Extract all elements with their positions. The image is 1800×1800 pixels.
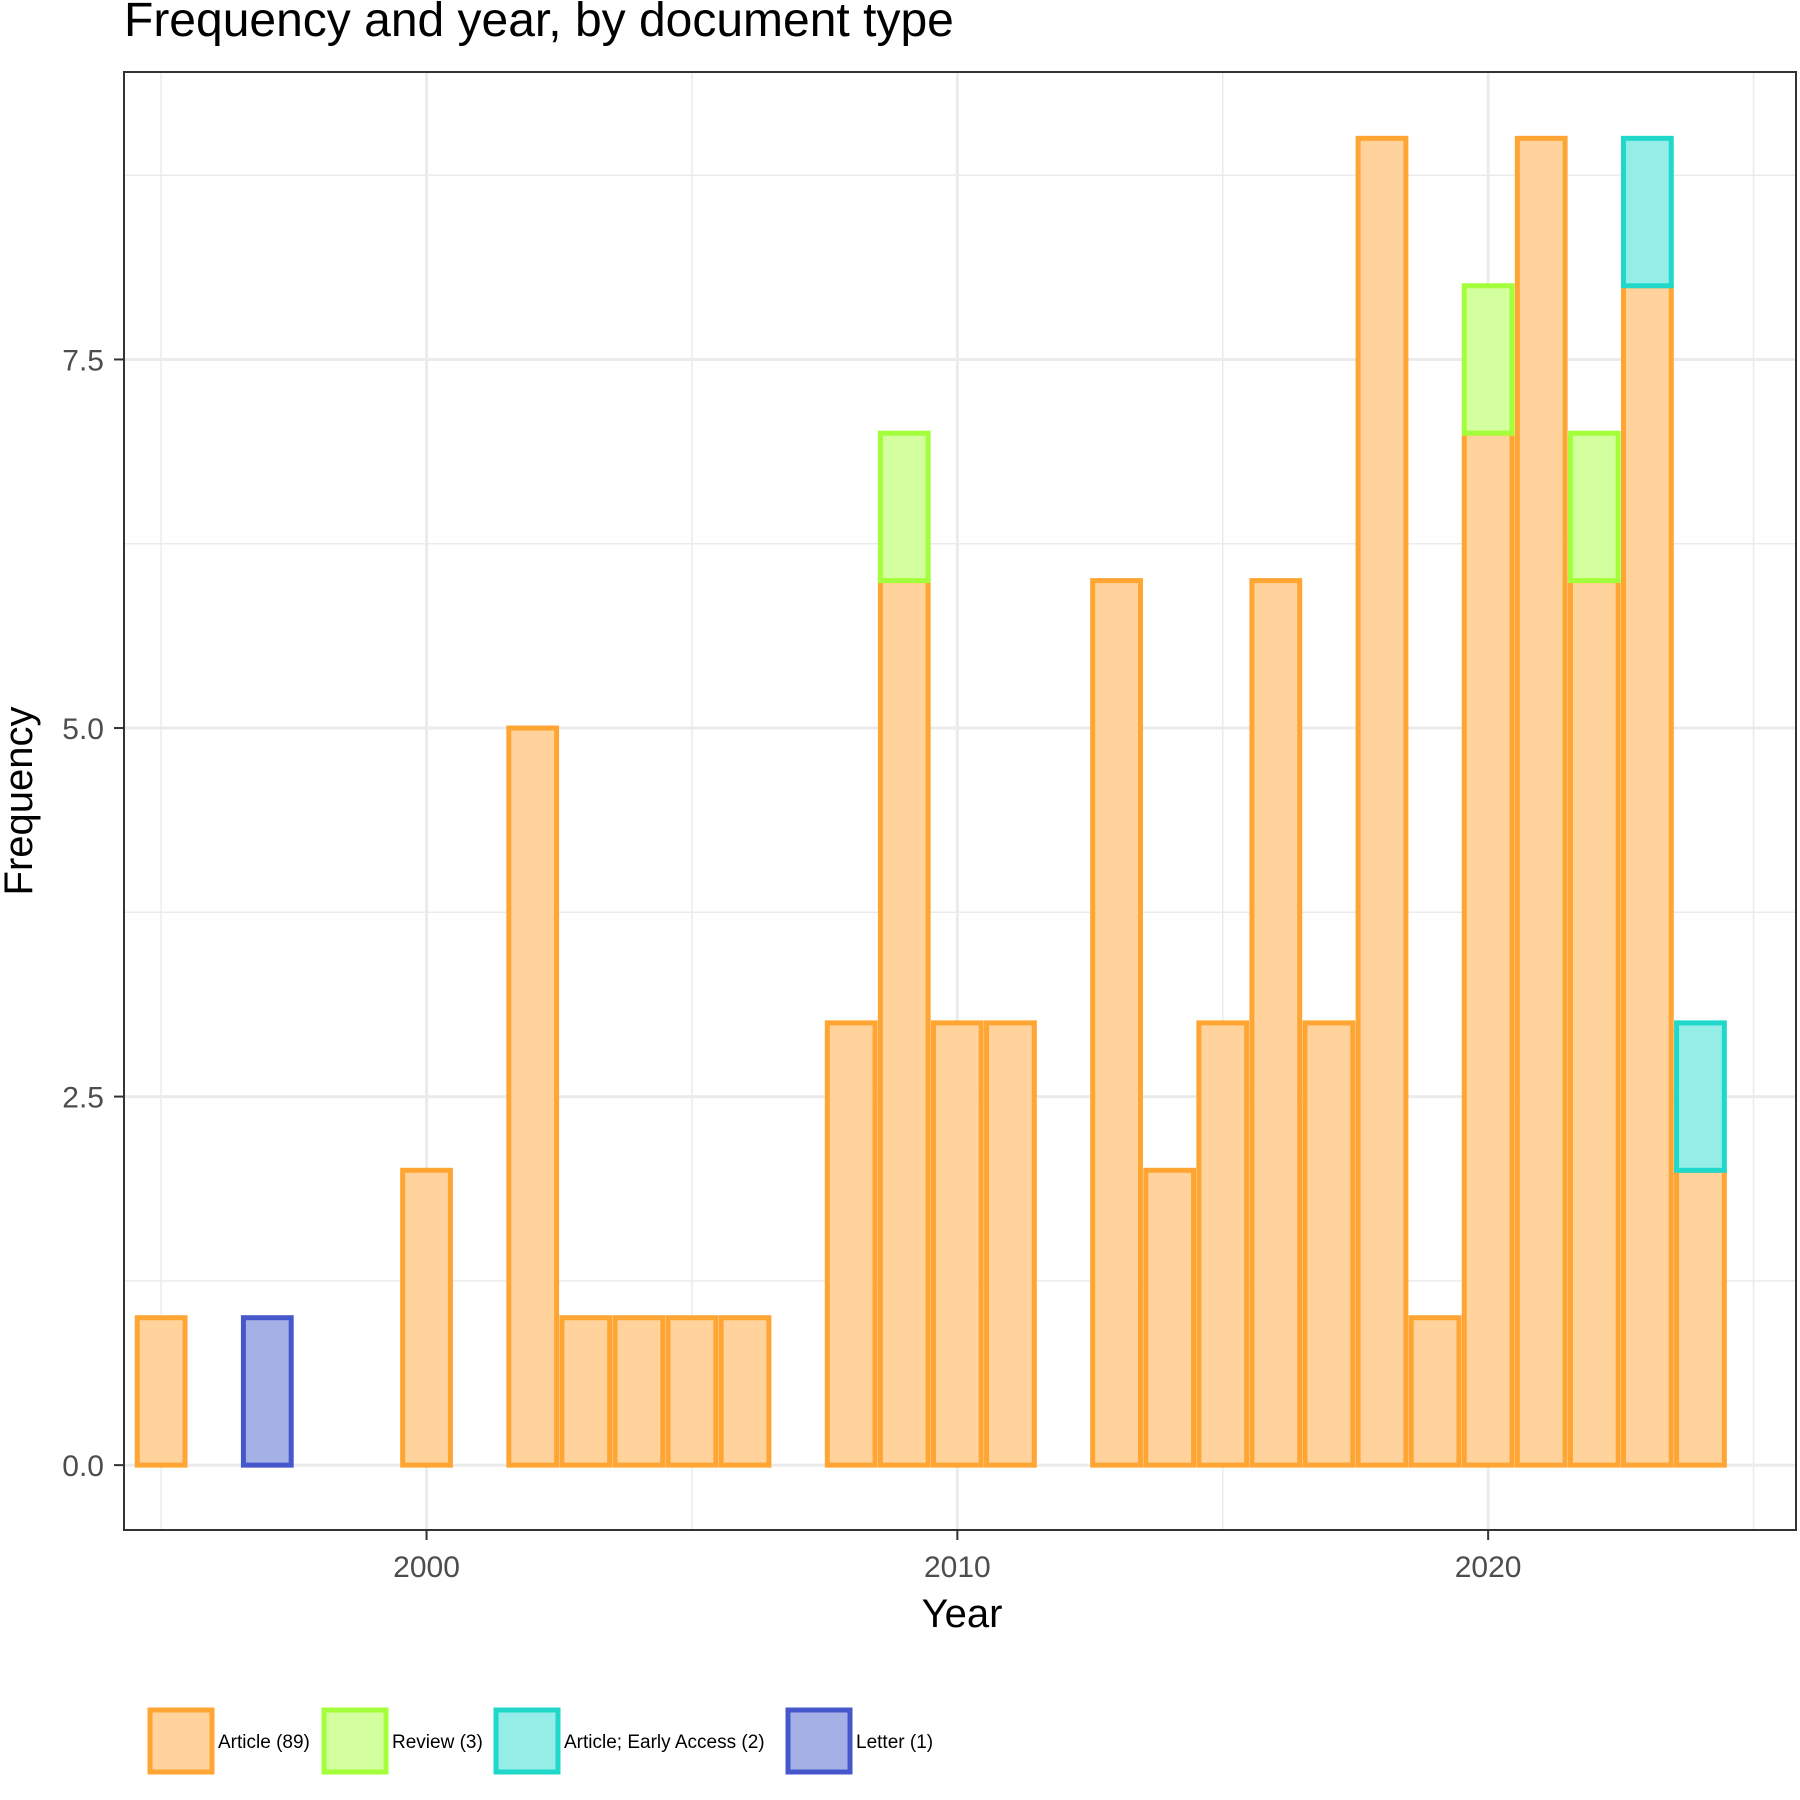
legend-key bbox=[147, 1707, 215, 1775]
bar bbox=[1674, 1167, 1727, 1468]
bar bbox=[877, 430, 931, 584]
bar bbox=[1567, 430, 1621, 584]
bar bbox=[1620, 283, 1674, 1468]
bar bbox=[1408, 1315, 1462, 1468]
bar bbox=[506, 725, 560, 1468]
x-tick-label: 2000 bbox=[393, 1551, 460, 1584]
y-tick-label: 2.5 bbox=[62, 1082, 104, 1115]
bar bbox=[824, 1020, 878, 1468]
chart-title: Frequency and year, by document type bbox=[124, 0, 954, 47]
bar bbox=[1461, 283, 1515, 436]
bar bbox=[1461, 430, 1515, 1468]
bar bbox=[1090, 578, 1143, 1468]
bar bbox=[1514, 135, 1568, 1468]
bar bbox=[240, 1315, 294, 1468]
bar bbox=[559, 1315, 613, 1468]
legend-key bbox=[321, 1707, 389, 1775]
bar bbox=[930, 1020, 984, 1468]
bar bbox=[665, 1315, 719, 1468]
bar bbox=[1143, 1167, 1197, 1468]
bar bbox=[134, 1315, 188, 1468]
x-axis: 2000 2010 2020 bbox=[393, 1530, 1522, 1584]
y-tick-label: 5.0 bbox=[62, 713, 104, 746]
plot-panel-border bbox=[123, 71, 1797, 1531]
legend-key bbox=[493, 1707, 561, 1775]
legend-label: Article (89) bbox=[218, 1732, 310, 1753]
legend-key bbox=[785, 1707, 853, 1775]
bar bbox=[877, 578, 931, 1468]
bar bbox=[1674, 1020, 1727, 1173]
bar bbox=[984, 1020, 1037, 1468]
y-tick-label: 7.5 bbox=[62, 344, 104, 377]
legend-label: Review (3) bbox=[392, 1732, 483, 1753]
x-axis-title: Year bbox=[922, 1592, 1003, 1636]
y-axis: 0.0 2.5 5.0 7.5 bbox=[62, 344, 124, 1483]
bar bbox=[1249, 578, 1303, 1468]
x-tick-label: 2010 bbox=[924, 1551, 991, 1584]
y-tick-label: 0.0 bbox=[62, 1450, 104, 1483]
bars bbox=[134, 135, 1727, 1468]
bar bbox=[400, 1167, 453, 1468]
bar bbox=[718, 1315, 772, 1468]
legend: Article (89) Review (3) Article; Early Acc… bbox=[147, 1707, 933, 1775]
y-axis-title: Frequency bbox=[0, 707, 41, 896]
legend-label: Article; Early Access (2) bbox=[564, 1732, 765, 1753]
bar bbox=[1567, 578, 1621, 1468]
bar bbox=[1196, 1020, 1250, 1468]
bar bbox=[1302, 1020, 1356, 1468]
legend-label: Letter (1) bbox=[856, 1732, 933, 1753]
bar bbox=[1620, 135, 1674, 289]
x-tick-label: 2020 bbox=[1455, 1551, 1522, 1584]
bar bbox=[1355, 135, 1409, 1468]
bar bbox=[612, 1315, 666, 1468]
